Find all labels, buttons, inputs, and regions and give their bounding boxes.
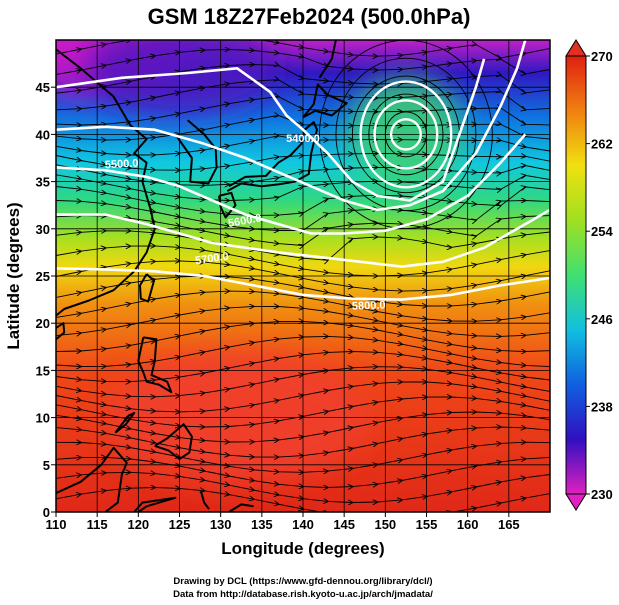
x-tick-label: 140: [292, 517, 314, 532]
x-tick-label: 155: [416, 517, 438, 532]
contour-5400.0: [56, 58, 486, 202]
contour-5700.0: [56, 208, 550, 268]
x-tick-label: 120: [127, 517, 149, 532]
coastline-sulawesi: [133, 496, 177, 512]
x-tick-label: 110: [46, 517, 67, 532]
streamline-swirl: [384, 111, 427, 158]
contour-low-ring: [389, 118, 422, 151]
y-tick-label: 40: [36, 127, 50, 142]
x-tick-label: 160: [457, 517, 479, 532]
x-tick-label: 135: [251, 517, 273, 532]
contour-low-ring: [373, 99, 439, 170]
coastline-new-guinea-w: [228, 503, 254, 512]
coastline-hainan: [56, 322, 66, 340]
x-axis-label: Longitude (degrees): [221, 539, 384, 558]
x-tick-label: 150: [374, 517, 396, 532]
x-tick-label: 130: [210, 517, 232, 532]
x-tick-label: 125: [169, 517, 191, 532]
contour-label-5600.0: 5600.0: [227, 212, 262, 230]
colorbar-label: 246: [591, 312, 613, 327]
x-tick-label: 165: [498, 517, 520, 532]
coastline-sakhalin-kuril: [318, 40, 337, 79]
colorbar: 230 238 246 254 262 270: [565, 39, 613, 511]
coastline-palawan: [114, 411, 136, 434]
contour-label-5500.0: 5500.0: [105, 158, 139, 172]
contour-label-5700.0: 5700.0: [195, 251, 230, 268]
x-tick-label: 145: [333, 517, 355, 532]
streamline: [56, 40, 550, 58]
y-axis-label: Latitude (degrees): [4, 202, 23, 349]
contour-5600.0: [56, 133, 527, 235]
coastline-halmahera: [199, 490, 210, 510]
colorbar-label: 230: [591, 487, 613, 502]
contour-low-ring: [359, 80, 453, 189]
contour-5800.0: [56, 267, 550, 301]
colorbar-top-arrow: [565, 39, 587, 57]
y-axis-ticks: 0 5 10 15 20 25 30 35 40 45: [36, 80, 56, 520]
y-tick-label: 0: [43, 505, 50, 520]
y-tick-label: 5: [43, 458, 50, 473]
coastline-luzon: [137, 336, 173, 394]
map-title: GSM 18Z27Feb2024 (500.0hPa): [148, 4, 471, 29]
coastline-china-coast: [56, 48, 156, 317]
y-tick-label: 20: [36, 316, 50, 331]
y-tick-label: 45: [36, 80, 50, 95]
colorbar-label: 262: [591, 137, 613, 152]
plot-area: 5400.0 5500.0 5600.0 5700.0 5800.0: [56, 40, 550, 512]
credit-data: Data from http://database.rish.kyoto-u.a…: [173, 589, 433, 600]
credit-drawing: Drawing by DCL (https://www.gfd-dennou.o…: [173, 576, 432, 587]
streamline: [56, 65, 550, 94]
colorbar-scale: [565, 55, 587, 495]
y-tick-label: 15: [36, 363, 50, 378]
colorbar-label: 270: [591, 49, 613, 64]
streamline-swirl: [368, 93, 444, 176]
colorbar-label: 254: [591, 224, 613, 239]
streamline-swirl: [335, 57, 477, 212]
colorbar-bottom-arrow: [565, 493, 587, 511]
coastline-borneo: [56, 446, 128, 512]
colorbar-label: 238: [591, 399, 613, 414]
y-tick-label: 10: [36, 411, 50, 426]
y-tick-label: 35: [36, 175, 50, 190]
coastline-mindanao: [154, 423, 193, 461]
contour-label-5800.0: 5800.0: [352, 299, 386, 312]
colorbar-labels: 230 238 246 254 262 270: [586, 49, 613, 502]
contour-label-5400.0: 5400.0: [286, 133, 320, 145]
coastline-hokkaido: [302, 83, 348, 119]
x-axis-ticks: 110 115 120 125 130 135 140 145 150 155 160 165: [46, 512, 520, 532]
y-tick-label: 30: [36, 222, 50, 237]
wind-streamlines: [56, 40, 550, 512]
contour-5500.0: [56, 40, 527, 212]
y-tick-label: 25: [36, 269, 50, 284]
height-contours: 5400.0 5500.0 5600.0 5700.0 5800.0: [56, 40, 550, 313]
coastline-korea: [174, 119, 218, 185]
coastline-taiwan: [139, 273, 155, 303]
x-tick-label: 115: [87, 517, 108, 532]
